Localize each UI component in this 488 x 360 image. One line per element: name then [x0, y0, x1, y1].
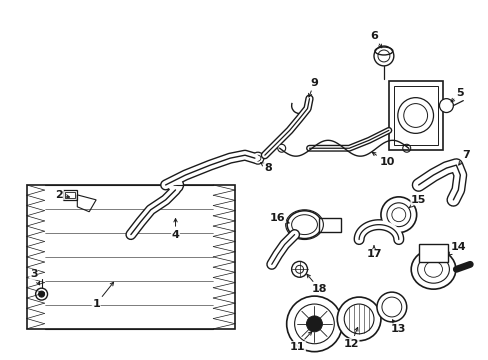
Circle shape	[306, 316, 322, 332]
Text: 15: 15	[409, 195, 426, 207]
Text: 9: 9	[308, 78, 318, 97]
Bar	[388, 81, 443, 150]
Text: 17: 17	[366, 246, 381, 260]
Text: 1: 1	[92, 282, 113, 309]
Text: 12: 12	[343, 328, 358, 349]
Text: 5: 5	[450, 88, 463, 102]
Circle shape	[373, 46, 393, 66]
Text: 11: 11	[289, 332, 311, 352]
Circle shape	[397, 98, 433, 133]
Circle shape	[413, 180, 423, 190]
Circle shape	[291, 261, 307, 277]
Text: 3: 3	[30, 269, 40, 285]
Circle shape	[167, 177, 183, 193]
Circle shape	[251, 152, 264, 164]
Text: 2: 2	[56, 190, 69, 200]
Circle shape	[439, 99, 452, 113]
Text: 7: 7	[458, 150, 469, 165]
Ellipse shape	[410, 249, 455, 289]
Circle shape	[447, 195, 457, 205]
Circle shape	[376, 292, 406, 322]
Bar	[63, 190, 77, 200]
Circle shape	[402, 144, 410, 152]
Text: 13: 13	[390, 320, 406, 334]
Bar	[319, 218, 341, 231]
Circle shape	[36, 288, 47, 300]
Circle shape	[39, 291, 44, 297]
Circle shape	[286, 296, 342, 352]
Circle shape	[337, 297, 380, 341]
Text: 6: 6	[369, 31, 381, 48]
Text: 10: 10	[371, 152, 394, 167]
Text: 18: 18	[306, 274, 326, 294]
Bar	[393, 86, 438, 145]
Text: 8: 8	[260, 162, 271, 173]
Text: 14: 14	[447, 243, 465, 255]
Text: 16: 16	[269, 213, 288, 223]
Bar	[27, 185, 235, 329]
Text: 4: 4	[171, 219, 179, 239]
Circle shape	[277, 144, 285, 152]
Bar	[65, 192, 75, 198]
Circle shape	[380, 197, 416, 233]
Ellipse shape	[286, 211, 321, 239]
Bar	[418, 244, 447, 262]
